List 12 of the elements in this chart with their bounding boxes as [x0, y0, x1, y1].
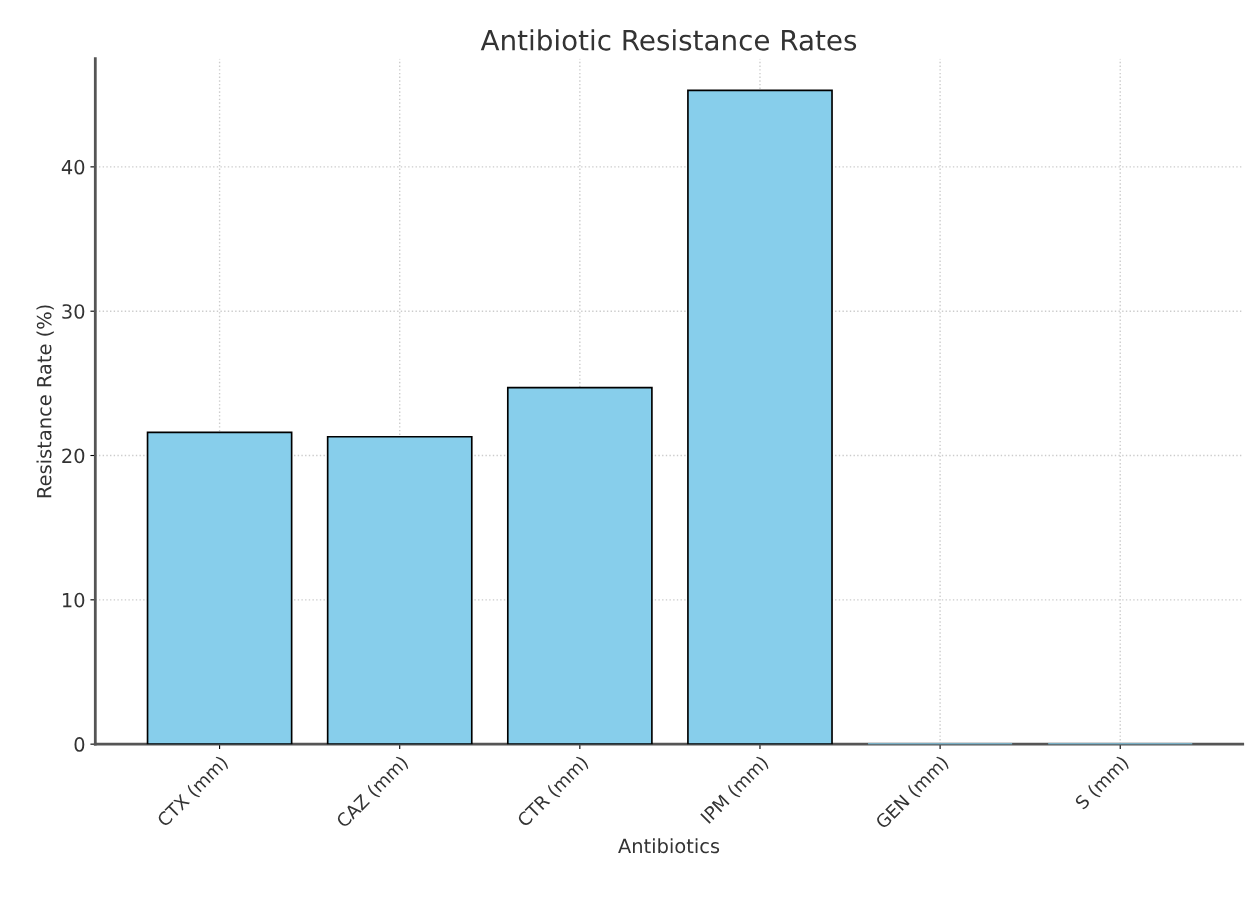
- y-tick-label: 40: [61, 159, 85, 175]
- bar: [326, 435, 473, 745]
- x-axis-title: Antibiotics: [618, 838, 720, 854]
- y-tick-label: 10: [62, 592, 85, 608]
- chart-title: Antibiotic Resistance Rates: [480, 29, 857, 51]
- y-axis-title: Resistance Rate (%): [36, 305, 54, 498]
- bar: [146, 431, 293, 745]
- y-tick-label: 0: [74, 737, 85, 752]
- y-tick-label: 20: [62, 448, 85, 464]
- bar: [687, 89, 833, 745]
- bar: [506, 386, 653, 745]
- y-tick-label: 30: [62, 304, 85, 319]
